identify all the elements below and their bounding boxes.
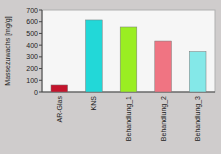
y-tick-label: 0 — [34, 89, 38, 96]
x-tick-label: Behandlung_1 — [125, 96, 133, 141]
y-tick-label: 300 — [26, 53, 38, 60]
bar — [51, 85, 68, 92]
background — [0, 0, 221, 154]
y-tick-label: 500 — [26, 30, 38, 37]
bar — [189, 52, 206, 92]
chart: 0 100 200 300 400 500 600 700 Massezuwachs [mg/g… — [0, 0, 221, 154]
bar — [120, 27, 137, 92]
y-axis-label: Massezuwachs [mg/g] — [4, 16, 12, 85]
x-tick-label: Behandlung_3 — [194, 96, 202, 141]
y-tick-label: 600 — [26, 18, 38, 25]
x-tick-label: Behandlung_2 — [160, 96, 168, 141]
y-tick-label: 100 — [26, 77, 38, 84]
bar — [86, 20, 103, 92]
bar — [155, 41, 172, 92]
x-tick-label: AR-Glas — [56, 96, 63, 123]
y-tick-label: 400 — [26, 42, 38, 49]
bars — [51, 20, 206, 92]
y-tick-label: 700 — [26, 7, 38, 14]
x-tick-label: KNS — [90, 96, 97, 111]
plot-area — [42, 10, 215, 92]
chart-svg: 0 100 200 300 400 500 600 700 Massezuwachs [mg/g… — [0, 0, 221, 154]
y-tick-label: 200 — [26, 65, 38, 72]
y-axis — [42, 10, 43, 92]
